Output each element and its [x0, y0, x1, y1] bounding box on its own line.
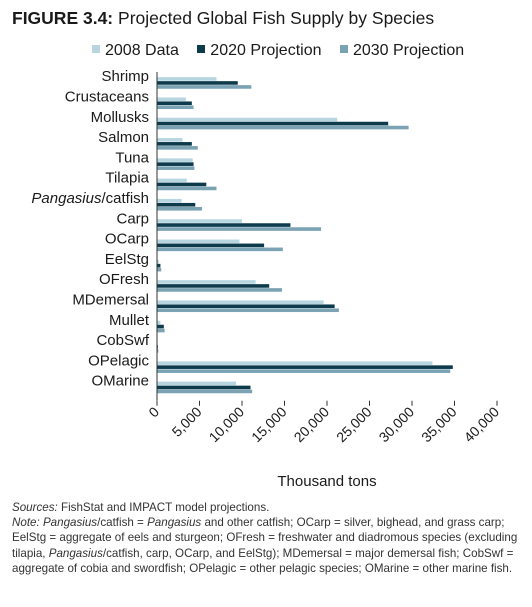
bar-2020: [157, 81, 238, 85]
bar-2020: [157, 202, 196, 207]
bar-2020: [157, 324, 164, 329]
category-label: EelStg: [105, 251, 149, 268]
bar-2030: [157, 105, 194, 110]
bar-2008: [157, 138, 183, 142]
category-label: OFresh: [99, 271, 149, 288]
legend-item-2008: 2008 Data: [92, 42, 179, 60]
bar-2030: [157, 288, 282, 292]
bar-2008: [157, 361, 433, 365]
bar-2030: [157, 247, 283, 252]
category-label: Mullet: [109, 312, 150, 329]
bar-2020: [157, 304, 335, 309]
bar-2030: [157, 206, 203, 211]
bar-2008: [157, 158, 193, 162]
category-label: MDemersal: [72, 291, 149, 308]
bar-2008: [157, 381, 237, 386]
note-text: Note: Pangasius/catfish = Pangasius and …: [12, 515, 522, 576]
chart-notes: Sources: FishStat and IMPACT model proje…: [12, 500, 522, 576]
bar-2008: [157, 117, 338, 122]
category-label: CobSwf: [96, 332, 149, 349]
category-label: OPelagic: [88, 352, 149, 369]
bar-2020: [157, 121, 389, 126]
legend-label-2020: 2020 Projection: [210, 42, 322, 59]
bar-2008: [157, 280, 256, 284]
x-tick-label: 0: [145, 403, 162, 420]
figure-title: Projected Global Fish Supply by Species: [118, 8, 435, 28]
chart-title: FIGURE 3.4: Projected Global Fish Supply…: [12, 8, 434, 29]
bar-2020: [157, 101, 192, 106]
bar-2020: [157, 162, 194, 166]
note-label: Note:: [12, 516, 40, 530]
note-pangasius: Pangasius: [42, 516, 98, 530]
bar-2030: [157, 186, 217, 191]
bar-2030: [157, 85, 252, 89]
category-label: OCarp: [105, 231, 149, 248]
bar-2008: [157, 239, 240, 244]
category-label: Tuna: [115, 149, 149, 166]
bar-2008: [157, 77, 217, 81]
legend-swatch-2030: [339, 45, 348, 53]
legend-item-2020: 2020 Projection: [197, 42, 321, 60]
bar-2030: [157, 308, 339, 313]
bar-2030: [157, 166, 195, 170]
x-tick-label: 35,000: [418, 403, 460, 445]
bar-2030: [157, 369, 451, 373]
legend-label-2008: 2008 Data: [105, 42, 179, 59]
legend-swatch-2008: [92, 45, 100, 53]
bar-2030: [157, 328, 165, 333]
x-tick-label: 40,000: [461, 403, 503, 445]
note-part3: /catfish, carp, OCarp, and EelStg); MDem…: [12, 546, 514, 575]
x-tick-label: 25,000: [333, 403, 375, 445]
note-part1: /catfish =: [97, 516, 148, 530]
category-label: Mollusks: [91, 109, 149, 126]
legend: 2008 Data 2020 Projection 2030 Projectio…: [92, 42, 478, 60]
bar-2008: [157, 198, 182, 203]
legend-item-2030: 2030 Projection: [339, 42, 465, 60]
bar-2020: [157, 365, 453, 369]
x-tick-label: 15,000: [248, 403, 290, 445]
bar-2020: [157, 142, 192, 146]
figure-label: FIGURE 3.4:: [12, 8, 114, 28]
legend-swatch-2020: [197, 45, 206, 53]
bar-2008: [157, 300, 324, 305]
bar-2030: [157, 125, 409, 130]
bar-2008: [157, 320, 161, 325]
x-tick-label: 5,000: [169, 403, 205, 439]
sources-line: Sources: FishStat and IMPACT model proje…: [12, 500, 522, 515]
bar-2008: [157, 178, 187, 183]
bar-2020: [157, 263, 161, 268]
note-pangasius-2: Pangasius: [147, 516, 202, 530]
x-tick-label: 10,000: [206, 403, 248, 445]
legend-label-2030: 2030 Projection: [352, 42, 465, 59]
bar-2020: [157, 284, 270, 288]
bar-2020: [157, 223, 291, 227]
bar-2020: [157, 182, 207, 187]
bar-2008: [157, 219, 242, 223]
category-label: Salmon: [98, 129, 149, 146]
category-label: Pangasius/catfish: [31, 190, 149, 207]
bar-2020: [157, 385, 251, 390]
sources-text: FishStat and IMPACT model projections.: [57, 501, 270, 514]
bar-2030: [157, 349, 159, 353]
x-tick-label: 20,000: [291, 403, 333, 445]
bar-2008: [157, 97, 186, 102]
bar-2030: [157, 146, 198, 150]
note-pangasius-3: Pangasius: [48, 546, 103, 560]
bar-2008: [157, 259, 159, 264]
category-label: Crustaceans: [65, 88, 149, 105]
x-tick-label: 30,000: [376, 403, 418, 445]
category-label: Shrimp: [101, 68, 149, 85]
sources-label: Sources:: [12, 501, 58, 514]
bar-2030: [157, 389, 253, 394]
category-label: OMarine: [91, 373, 149, 390]
bar-chart: Shrimp Crustaceans Mollusks Salmon Tuna Tilap…: [31, 68, 503, 490]
bar-2030: [157, 227, 322, 231]
note-part2: and other catfish; OCarp = silver, bighe…: [12, 516, 518, 560]
x-axis-title: Thousand tons: [277, 473, 376, 490]
category-label: Tilapia: [105, 170, 149, 187]
bar-2020: [157, 243, 265, 248]
bar-2030: [157, 267, 162, 272]
category-label: Carp: [116, 210, 149, 227]
